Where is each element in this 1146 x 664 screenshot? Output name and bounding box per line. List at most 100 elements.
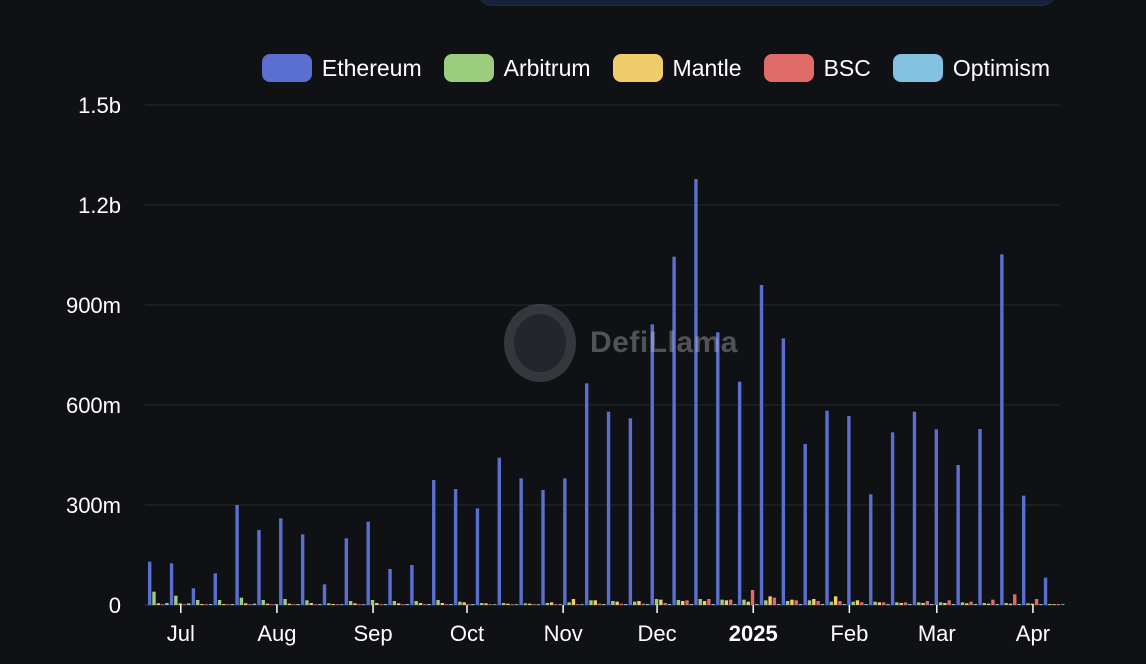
x-tick-label: Aug (257, 621, 296, 646)
bar-bsc (1013, 594, 1017, 605)
bar-mantle (396, 603, 401, 605)
bar-optimism (645, 604, 650, 605)
bar-ethereum (322, 584, 327, 605)
legend-swatch-mantle (612, 54, 663, 82)
bar-optimism (1061, 604, 1065, 605)
bar-optimism (383, 604, 388, 605)
bar-mantle (178, 603, 182, 605)
bar-arbitrum (480, 603, 484, 605)
legend-item-ethereum[interactable]: Ethereum (261, 54, 422, 82)
y-tick-label: 600m (66, 393, 121, 418)
bar-bsc (794, 600, 798, 605)
bar-mantle (659, 599, 663, 605)
bar-bsc (1056, 604, 1061, 605)
bar-arbitrum (917, 602, 921, 605)
bar-bsc (772, 597, 777, 605)
bar-optimism (1039, 604, 1043, 605)
bar-bsc (401, 604, 405, 605)
bar-mantle (1052, 604, 1056, 605)
bar-bsc (597, 603, 602, 605)
x-tick-label: Jul (167, 621, 195, 646)
legend-item-mantle[interactable]: Mantle (612, 54, 742, 82)
bar-arbitrum (851, 601, 855, 605)
y-tick-label: 1.5b (78, 93, 121, 118)
bar-optimism (842, 604, 846, 605)
bar-ethereum (366, 521, 370, 605)
bar-optimism (820, 604, 825, 605)
bar-arbitrum (698, 599, 702, 605)
bar-mantle (615, 601, 619, 605)
bar-mantle (571, 599, 576, 605)
bar-optimism (471, 604, 475, 605)
bar-arbitrum (152, 591, 156, 605)
bar-ethereum (672, 256, 676, 605)
bar-optimism (798, 604, 803, 605)
bar-mantle (375, 603, 379, 605)
x-tick-label: 2025 (729, 621, 778, 646)
bar-optimism (711, 604, 715, 605)
bar-optimism (602, 604, 606, 605)
bar-optimism (580, 604, 584, 605)
bar-ethereum (541, 490, 545, 605)
bar-ethereum (978, 429, 982, 605)
bar-ethereum (235, 505, 239, 605)
bar-bsc (444, 604, 449, 605)
bar-bsc (881, 602, 886, 605)
legend-item-arbitrum[interactable]: Arbitrum (443, 54, 591, 82)
bar-bsc (554, 604, 558, 605)
bar-ethereum (432, 480, 436, 605)
bar-optimism (536, 604, 541, 605)
bar-mantle (222, 604, 226, 605)
bar-mantle (1030, 603, 1034, 605)
bar-arbitrum (785, 601, 790, 605)
bar-ethereum (519, 478, 523, 605)
bar-arbitrum (1048, 604, 1052, 605)
x-tick-label: Feb (830, 621, 868, 646)
bar-arbitrum (239, 597, 244, 605)
bar-optimism (951, 604, 956, 605)
bar-arbitrum (1026, 603, 1030, 605)
legend-item-bsc[interactable]: BSC (763, 54, 871, 82)
bar-arbitrum (807, 600, 812, 605)
x-tick-label: Dec (638, 621, 677, 646)
bar-arbitrum (327, 603, 331, 605)
bar-optimism (252, 603, 256, 605)
bar-arbitrum (1004, 603, 1008, 605)
bar-ethereum (257, 530, 261, 605)
legend-label-ethereum: Ethereum (321, 54, 422, 81)
bar-arbitrum (676, 600, 681, 605)
bar-bsc (619, 603, 624, 605)
bar-optimism (995, 604, 999, 605)
bar-mantle (528, 603, 532, 605)
bar-arbitrum (589, 600, 593, 605)
bar-mantle (265, 603, 270, 605)
bar-mantle (746, 601, 750, 605)
bar-bsc (488, 604, 493, 605)
bar-bsc (991, 599, 995, 605)
bar-bsc (532, 604, 536, 605)
bar-bsc (816, 601, 820, 605)
bar-optimism (514, 604, 519, 605)
bar-bsc (663, 603, 667, 605)
bar-ethereum (344, 538, 349, 605)
bar-mantle (790, 599, 794, 605)
bar-arbitrum (960, 602, 965, 605)
bar-mantle (506, 603, 510, 605)
bar-optimism (427, 604, 431, 605)
bar-mantle (440, 603, 445, 605)
legend-label-mantle: Mantle (672, 54, 742, 81)
bar-arbitrum (654, 599, 659, 605)
bar-mantle (593, 600, 597, 605)
legend-item-optimism[interactable]: Optimism (892, 54, 1050, 82)
bar-ethereum (737, 381, 742, 605)
bar-bsc (838, 601, 842, 605)
x-tick-label: Sep (353, 621, 392, 646)
bar-ethereum (759, 285, 764, 605)
bar-bsc (379, 604, 383, 605)
llama-logo-icon (504, 304, 576, 382)
bar-bsc (510, 604, 514, 605)
bar-ethereum (606, 411, 611, 605)
chart-legend: Ethereum Arbitrum Mantle BSC Optimism (240, 54, 1050, 82)
bar-ethereum (650, 324, 654, 605)
bar-ethereum (890, 432, 895, 605)
